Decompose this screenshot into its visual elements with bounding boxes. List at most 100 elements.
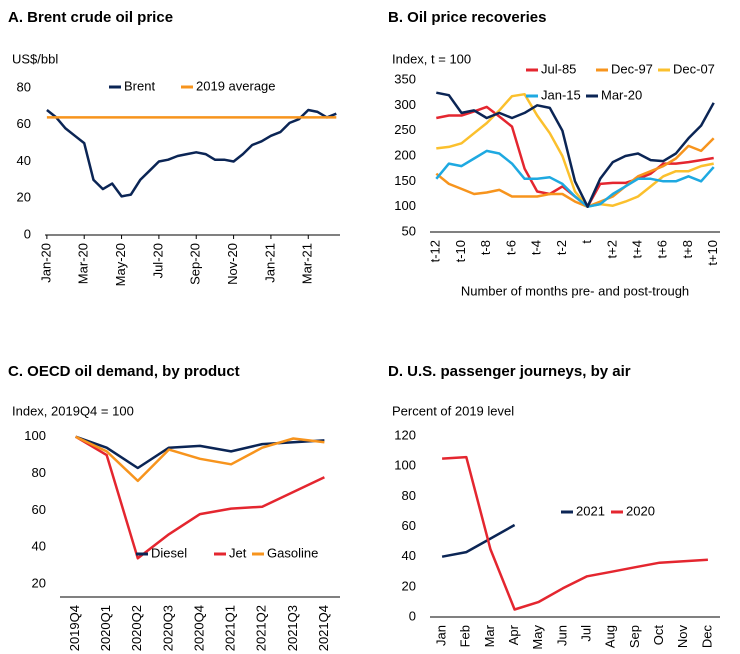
x-axis-label: Number of months pre- and post-trough — [461, 283, 689, 298]
x-tick-label: t — [579, 240, 594, 244]
x-tick-label: May-20 — [113, 243, 128, 286]
y-tick-label: 40 — [402, 548, 416, 563]
x-tick-label: Oct — [651, 625, 666, 646]
x-tick-label: Jul — [579, 625, 594, 642]
legend-label: Jet — [229, 545, 247, 560]
x-tick-label: t-4 — [529, 240, 544, 255]
y-tick-label: 0 — [409, 608, 416, 623]
x-tick-label: Nov — [675, 625, 690, 649]
series-line — [46, 108, 337, 198]
panel: A. Brent crude oil price US$/bbl 0 20 40 60 80… — [8, 9, 340, 286]
x-tick-label: t+8 — [680, 240, 695, 258]
y-tick-label: 20 — [17, 190, 31, 205]
y-tick-label: 350 — [394, 71, 416, 86]
x-tick-label: Jan-20 — [38, 243, 53, 283]
series-line — [442, 455, 708, 611]
x-tick-label: Feb — [458, 625, 473, 647]
series-line — [74, 435, 325, 560]
x-tick-label: Aug — [603, 625, 618, 648]
legend-label: Dec-07 — [673, 61, 715, 76]
x-tick-label: Nov-20 — [225, 243, 240, 285]
panel-title: B. Oil price recoveries — [388, 9, 546, 26]
x-tick-label: Mar-20 — [76, 243, 91, 284]
y-axis-label: Percent of 2019 level — [392, 403, 514, 418]
legend-label: Dec-97 — [611, 61, 653, 76]
x-tick-label: t+4 — [629, 240, 644, 258]
x-tick-label: 2019Q4 — [67, 605, 82, 651]
x-tick-label: 2021Q3 — [285, 605, 300, 651]
x-tick-label: Jul-20 — [150, 243, 165, 278]
panel: D. U.S. passenger journeys, by air Percen… — [388, 363, 720, 650]
y-tick-label: 60 — [402, 518, 416, 533]
series-line — [436, 91, 715, 208]
y-tick-label: 200 — [394, 147, 416, 162]
y-tick-label: 50 — [402, 223, 416, 238]
series-line — [75, 435, 325, 483]
panel-title: D. U.S. passenger journeys, by air — [388, 363, 631, 380]
y-tick-label: 0 — [24, 226, 31, 241]
x-tick-label: t-2 — [554, 240, 569, 255]
panel-title: A. Brent crude oil price — [8, 9, 173, 26]
series-line — [435, 149, 715, 208]
y-tick-label: 20 — [32, 576, 46, 591]
legend-label: Jan-15 — [541, 87, 581, 102]
y-tick-label: 100 — [24, 428, 46, 443]
x-tick-label: Apr — [506, 624, 521, 645]
panel: C. OECD oil demand, by product Index, 201… — [8, 363, 340, 651]
y-tick-label: 100 — [394, 198, 416, 213]
x-tick-label: 2021Q4 — [316, 605, 331, 651]
y-tick-label: 120 — [394, 427, 416, 442]
x-tick-label: t+10 — [705, 240, 720, 266]
legend-label: Mar-20 — [601, 87, 642, 102]
y-tick-label: 80 — [402, 488, 416, 503]
x-tick-label: Mar-21 — [300, 243, 315, 284]
x-tick-label: Jan-21 — [262, 243, 277, 283]
x-tick-label: t-12 — [428, 240, 443, 262]
y-tick-label: 20 — [402, 578, 416, 593]
y-axis-label: Index, t = 100 — [392, 51, 471, 66]
x-tick-label: 2020Q2 — [129, 605, 144, 651]
legend-label: Brent — [124, 78, 155, 93]
y-tick-label: 80 — [32, 465, 46, 480]
x-tick-label: t-6 — [503, 240, 518, 255]
x-tick-label: 2020Q3 — [160, 605, 175, 651]
x-tick-label: t+6 — [655, 240, 670, 258]
y-tick-label: 100 — [394, 458, 416, 473]
x-tick-label: May — [530, 625, 545, 650]
x-tick-label: Jan — [434, 625, 449, 646]
legend-label: 2019 average — [196, 78, 276, 93]
series-line — [435, 137, 715, 208]
legend-label: 2021 — [576, 503, 605, 518]
y-tick-label: 250 — [394, 122, 416, 137]
x-tick-label: 2021Q2 — [254, 605, 269, 651]
x-tick-label: t-10 — [453, 240, 468, 262]
series-line — [441, 523, 516, 558]
x-tick-label: 2020Q4 — [191, 605, 206, 651]
x-tick-label: 2021Q1 — [223, 605, 238, 651]
y-tick-label: 300 — [394, 97, 416, 112]
x-tick-label: t-8 — [478, 240, 493, 255]
x-tick-label: Dec — [699, 625, 714, 649]
panel-title: C. OECD oil demand, by product — [8, 363, 240, 380]
series-line — [436, 92, 714, 208]
y-tick-label: 40 — [17, 153, 31, 168]
y-axis-label: US$/bbl — [12, 51, 58, 66]
panel: B. Oil price recoveries Index, t = 100 Num… — [388, 9, 720, 298]
x-tick-label: Mar — [482, 624, 497, 647]
y-tick-label: 150 — [394, 173, 416, 188]
x-tick-label: Jun — [554, 625, 569, 646]
x-tick-label: t+2 — [604, 240, 619, 258]
legend-label: 2020 — [626, 503, 655, 518]
y-tick-label: 80 — [17, 79, 31, 94]
x-tick-label: Sep — [627, 625, 642, 648]
y-axis-label: Index, 2019Q4 = 100 — [12, 403, 134, 418]
x-tick-label: Sep-20 — [188, 243, 203, 285]
x-tick-label: 2020Q1 — [98, 605, 113, 651]
legend-label: Jul-85 — [541, 61, 576, 76]
y-tick-label: 60 — [32, 502, 46, 517]
y-tick-label: 40 — [32, 539, 46, 554]
legend-label: Diesel — [151, 545, 187, 560]
legend-label: Gasoline — [267, 545, 318, 560]
y-tick-label: 60 — [17, 116, 31, 131]
